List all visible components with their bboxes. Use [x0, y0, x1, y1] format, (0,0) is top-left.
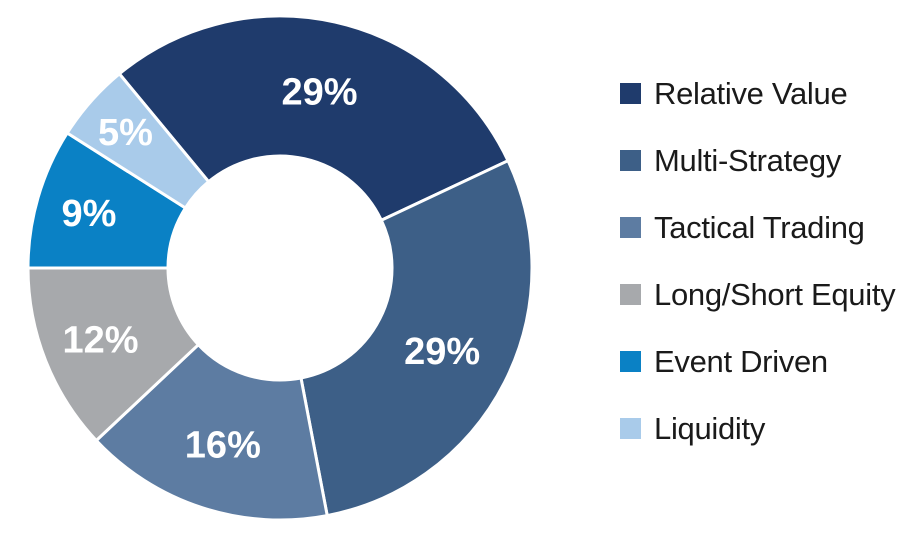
pie-slice	[65, 71, 211, 211]
chart-legend: Relative Value Multi-Strategy Tactical T…	[620, 60, 896, 462]
donut-slices	[26, 14, 534, 522]
slice-percent-label: 29%	[281, 72, 357, 114]
slice-percent-label: 9%	[61, 193, 116, 235]
pie-slice	[117, 14, 511, 223]
legend-label: Long/Short Equity	[654, 277, 896, 312]
legend-item: Relative Value	[620, 60, 895, 127]
legend-color-swatch	[620, 351, 641, 372]
pie-slice	[94, 342, 329, 522]
legend-label: Tactical Trading	[654, 210, 865, 245]
pie-slice	[299, 158, 534, 518]
legend-item: Liquidity	[620, 395, 895, 462]
slice-percent-label: 5%	[98, 112, 153, 154]
legend-item: Multi-Strategy	[620, 127, 895, 194]
legend-color-swatch	[620, 418, 641, 439]
slice-percent-label: 12%	[63, 319, 139, 361]
legend-color-swatch	[620, 83, 641, 104]
legend-label: Multi-Strategy	[654, 143, 842, 178]
donut-chart: 29% 29% 16% 12% 9% 5%	[26, 14, 534, 522]
slice-percent-label: 16%	[185, 424, 261, 466]
legend-label: Liquidity	[654, 411, 766, 446]
legend-color-swatch	[620, 284, 641, 305]
legend-label: Relative Value	[654, 76, 848, 111]
legend-color-swatch	[620, 150, 641, 171]
legend-label: Event Driven	[654, 344, 828, 379]
pie-slice	[26, 266, 201, 443]
legend-item: Event Driven	[620, 328, 895, 395]
legend-item: Long/Short Equity	[620, 261, 896, 328]
legend-item: Tactical Trading	[620, 194, 895, 261]
legend-color-swatch	[620, 217, 641, 238]
donut-slice-labels: 29% 29% 16% 12% 9% 5%	[61, 72, 480, 467]
slice-percent-label: 29%	[404, 331, 480, 373]
